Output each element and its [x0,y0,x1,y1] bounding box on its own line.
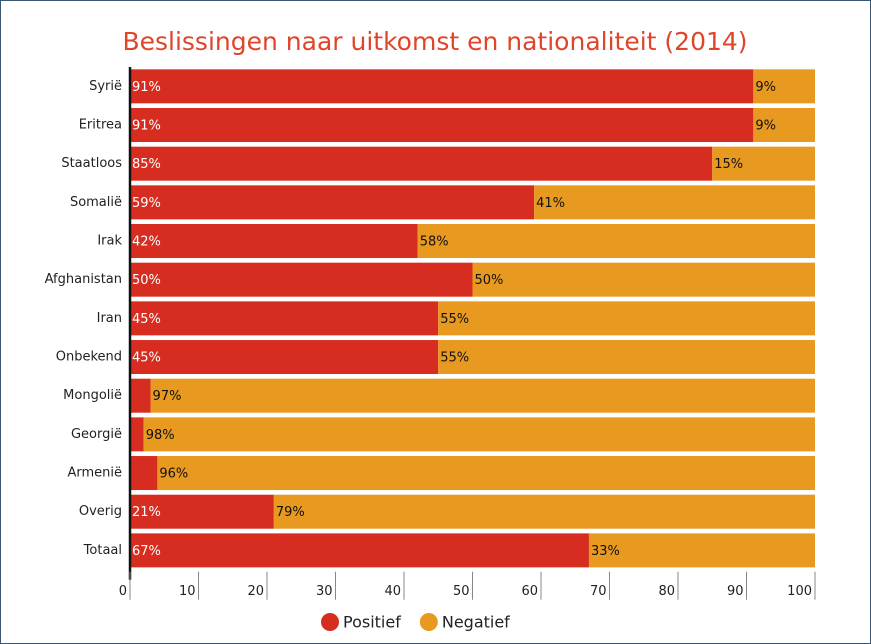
x-tick-label: 50 [453,584,470,599]
bar-segment [130,262,473,297]
value-label: 55% [440,351,469,366]
value-label: 58% [420,235,449,250]
x-tick-label: 80 [658,584,675,599]
bar-segment [588,533,815,568]
value-label: 33% [591,544,620,559]
y-tick-label: Totaal [83,543,122,558]
chart-title: Beslissingen naar uitkomst en nationalit… [122,27,747,56]
y-tick-label: Staatloos [61,156,122,171]
legend-label: Positief [343,613,401,632]
bar-segment [130,533,589,568]
bar-segment [130,108,754,143]
value-label: 79% [276,505,305,520]
value-label: 42% [132,235,161,250]
legend-swatch [321,613,339,631]
bar-segment [753,69,815,104]
bar-segment [130,69,754,104]
bar-segment [534,185,815,220]
x-tick-label: 20 [247,584,264,599]
bar-segment [143,417,815,452]
bar-segment [417,224,815,259]
y-tick-label: Somalië [70,195,122,210]
x-tick-label: 40 [384,584,401,599]
y-tick-label: Georgië [71,427,122,442]
value-label: 9% [755,80,776,95]
value-label: 85% [132,157,161,172]
value-label: 67% [132,544,161,559]
y-tick-label: Armenië [67,466,122,481]
value-label: 41% [536,196,565,211]
bar-segment [130,224,418,259]
value-label: 55% [440,312,469,327]
bar-segment [472,262,815,297]
bar-segment [130,494,274,529]
bar-segment [150,378,816,413]
bar-segment [438,301,815,336]
y-tick-label: Syrië [89,79,122,94]
bar-segment [130,340,439,375]
value-label: 97% [153,389,182,404]
value-label: 45% [132,312,161,327]
y-tick-label: Irak [97,234,122,249]
y-tick-label: Mongolië [63,388,122,403]
value-label: 50% [475,273,504,288]
x-tick-label: 10 [179,584,196,599]
legend-swatch [419,613,438,631]
value-label: 98% [146,428,175,443]
bar-segment [130,146,713,181]
bar-segment [130,456,158,491]
value-label: 96% [159,467,188,482]
bar-segment [130,417,144,452]
value-label: 91% [132,80,161,95]
x-tick-label: 70 [590,584,607,599]
value-label: 15% [714,157,743,172]
x-tick-label: 30 [316,584,333,599]
y-tick-label: Iran [97,311,122,326]
x-tick-label: 60 [521,584,538,599]
value-label: 59% [132,196,161,211]
bar-segment [157,456,815,491]
y-tick-label: Afghanistan [45,272,122,287]
value-label: 50% [132,273,161,288]
value-label: 45% [132,351,161,366]
bar-segment [130,378,151,413]
bar-segment [438,340,815,375]
y-tick-label: Overig [79,504,122,519]
legend-label: Negatief [442,613,510,632]
value-label: 9% [755,119,776,134]
x-tick-label: 90 [727,584,744,599]
bar-segment [130,301,439,336]
value-label: 91% [132,119,161,134]
x-tick-label: 100 [787,584,812,599]
y-tick-label: Eritrea [79,118,122,133]
bar-segment [273,494,816,529]
value-label: 21% [132,505,161,520]
bar-segment [130,185,535,220]
x-tick-label: 0 [119,584,127,599]
y-tick-label: Onbekend [56,350,122,365]
bar-segment [712,146,815,181]
bar-segment [753,108,815,143]
